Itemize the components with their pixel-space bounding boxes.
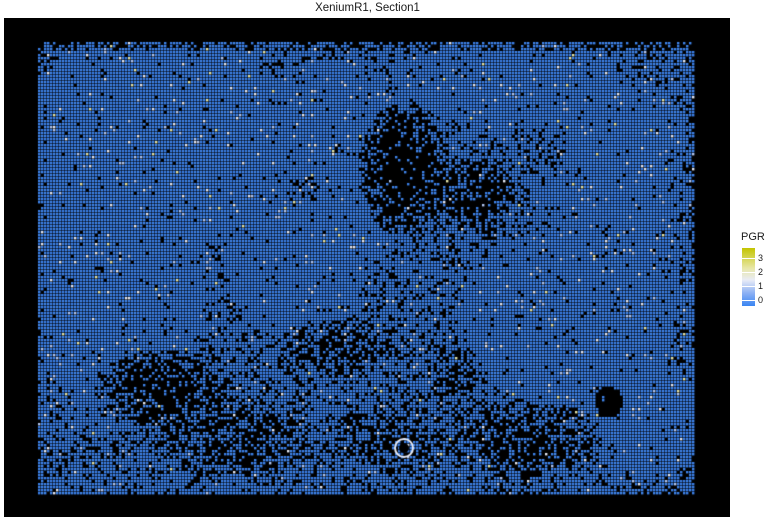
legend-tickmark-3	[742, 258, 755, 259]
spatial-expression-map	[4, 18, 730, 517]
legend-tickmark-2	[742, 272, 755, 273]
legend-colorbar	[742, 248, 755, 306]
legend-tick-1: 1	[758, 281, 764, 291]
chart-title: XeniumR1, Section1	[315, 2, 420, 14]
legend-title: PGR	[741, 231, 765, 243]
legend-tick-3: 3	[758, 253, 764, 263]
plot-panel	[4, 18, 730, 517]
legend: PGR 0 1 2 3	[741, 231, 769, 321]
legend-tick-2: 2	[758, 267, 764, 277]
legend-tickmark-0	[742, 300, 755, 301]
legend-tick-0: 0	[758, 295, 764, 305]
legend-tickmark-1	[742, 286, 755, 287]
